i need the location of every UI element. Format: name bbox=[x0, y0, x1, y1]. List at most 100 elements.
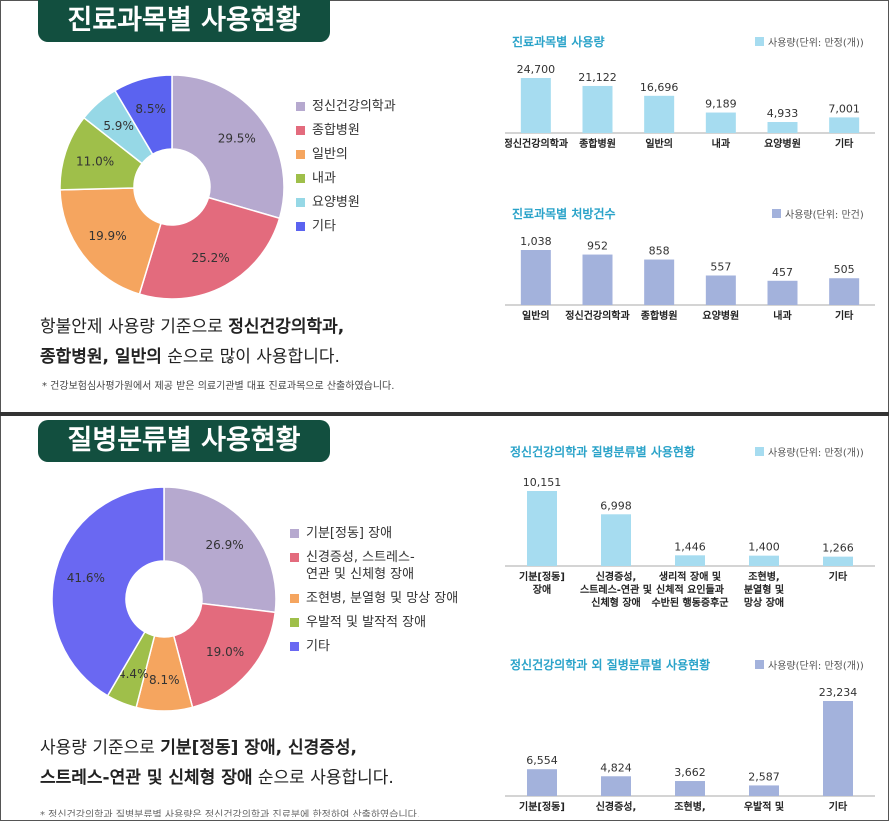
legend-swatch bbox=[296, 126, 305, 135]
bar bbox=[749, 785, 779, 796]
bar-value-label: 9,189 bbox=[705, 98, 737, 111]
bar-category-label: 조현병, bbox=[674, 800, 705, 813]
legend-label: 정신건강의학과 bbox=[312, 99, 396, 114]
legend-item: 종합병원 bbox=[296, 122, 396, 139]
para1-line2-bold: 종합병원, 일반의 bbox=[40, 347, 162, 367]
para2-line1-bold: 기분[정동] 장애, 신경증성, bbox=[160, 738, 357, 758]
legend-label: 내과 bbox=[312, 171, 336, 186]
legend-item: 요양병원 bbox=[296, 194, 396, 211]
bar-chart-non-psychiatry-disease: 6,554 기분[정동] 4,824 신경증성, 3,662 조현병, 2,587 우발적 및… bbox=[505, 686, 875, 813]
bar bbox=[767, 280, 798, 305]
legend-swatch bbox=[290, 618, 299, 627]
bar-value-label: 505 bbox=[834, 263, 855, 276]
legend-item: 내과 bbox=[296, 170, 396, 187]
bar-category-label: 일반의 bbox=[645, 137, 673, 150]
bar-value-label: 6,998 bbox=[600, 499, 632, 512]
bar bbox=[582, 254, 613, 305]
bar-category-label: 기분[정동] bbox=[519, 800, 565, 813]
para2-line2-bold: 스트레스-연관 및 신체형 장애 bbox=[40, 768, 253, 788]
bar-category-label: 분열형 및 bbox=[744, 583, 784, 596]
bar-value-label: 21,122 bbox=[578, 71, 617, 84]
bar1-title: 진료과목별 사용량 bbox=[512, 35, 605, 49]
para2-line2-plain: 순으로 사용합니다. bbox=[252, 768, 394, 788]
bar-value-label: 1,038 bbox=[520, 235, 552, 248]
bar-category-label: 내과 bbox=[712, 137, 731, 150]
bar-value-label: 3,662 bbox=[674, 766, 706, 779]
bar-category-label: 기분[정동] bbox=[519, 570, 565, 583]
para2-line1-plain: 사용량 기준으로 bbox=[40, 738, 161, 758]
bar-category-label: 신체형 장애 bbox=[591, 596, 640, 609]
unit-text: 사용량(단위: 만정(개)) bbox=[768, 38, 864, 49]
bar1-unit-legend: 사용량(단위: 만정(개)) bbox=[755, 34, 864, 49]
pie-slice-label: 29.5% bbox=[218, 131, 256, 145]
bar-category-label: 일반의 bbox=[522, 309, 550, 322]
pie-slice bbox=[163, 487, 277, 614]
legend-label: 우발적 및 발작적 장애 bbox=[306, 615, 427, 630]
pie-slice bbox=[172, 602, 277, 709]
pie-chart-disease: 26.9% 19.0% 8.1%4.4% 41.6% bbox=[52, 487, 277, 712]
bar-value-label: 4,933 bbox=[767, 107, 799, 120]
pie-slice-label: 19.9% bbox=[88, 229, 126, 243]
bar-category-label: 기타 bbox=[829, 800, 848, 813]
bar bbox=[520, 78, 551, 133]
legend-swatch bbox=[290, 642, 299, 651]
legend-swatch bbox=[290, 553, 299, 562]
bar-chart-prescriptions-by-department: 1,038 일반의 952 정신건강의학과 858 종합병원 557 요양병원 457 내과 505… bbox=[505, 235, 875, 322]
bar-category-label: 신체적 요인들과 bbox=[656, 583, 725, 596]
legend-swatch bbox=[290, 594, 299, 603]
bar-value-label: 23,234 bbox=[819, 686, 858, 699]
bar-category-label: 내과 bbox=[773, 309, 792, 322]
bar-category-label: 신경증성, bbox=[596, 800, 637, 813]
unit-swatch bbox=[755, 37, 764, 46]
section-divider bbox=[0, 412, 889, 416]
section2-footnote-cut: * 정신건강의학과 질병분류별 사용량은 정신건강의학과 진료분에 한정하여 산… bbox=[40, 810, 421, 817]
bar-value-label: 952 bbox=[587, 240, 608, 253]
section1-paragraph: 항불안제 사용량 기준으로 정신건강의학과, 종합병원, 일반의 순으로 많이 … bbox=[40, 312, 344, 372]
unit-swatch bbox=[755, 447, 764, 456]
bar2-title: 진료과목별 처방건수 bbox=[512, 207, 616, 221]
bar-value-label: 858 bbox=[649, 245, 670, 258]
bar-value-label: 1,400 bbox=[748, 541, 780, 554]
pie-slice bbox=[52, 487, 165, 697]
bar-category-label: 정신건강의학과 bbox=[565, 309, 630, 322]
para1-line1-bold: 정신건강의학과, bbox=[228, 317, 345, 337]
bar-value-label: 1,266 bbox=[822, 542, 854, 555]
bar4-title: 정신건강의학과 외 질병분류별 사용현황 bbox=[510, 658, 711, 672]
bar-category-label: 신경증성, bbox=[596, 570, 637, 583]
bar-category-label: 장애 bbox=[533, 583, 551, 596]
bar bbox=[705, 112, 736, 133]
legend-label: 일반의 bbox=[312, 147, 348, 162]
bar2-unit-legend: 사용량(단위: 만건) bbox=[772, 206, 864, 221]
bar-value-label: 10,151 bbox=[523, 476, 562, 489]
legend-label: 기분[정동] 장애 bbox=[306, 526, 393, 541]
legend-label: 기타 bbox=[312, 219, 336, 234]
bar bbox=[705, 275, 736, 305]
bar bbox=[823, 701, 853, 796]
legend-swatch bbox=[290, 529, 299, 538]
legend-label: 조현병, 분열형 및 망상 장애 bbox=[306, 591, 459, 606]
bar-value-label: 2,587 bbox=[748, 770, 780, 783]
legend-item: 조현병, 분열형 및 망상 장애 bbox=[290, 590, 458, 607]
bar bbox=[823, 556, 853, 566]
bar-category-label: 종합병원 bbox=[641, 309, 678, 322]
pie-slice-label: 25.2% bbox=[192, 251, 230, 265]
pie-slice-label: 41.6% bbox=[67, 571, 105, 585]
bar-value-label: 4,824 bbox=[600, 761, 632, 774]
bar3-unit-legend: 사용량(단위: 만정(개)) bbox=[755, 444, 864, 459]
legend-item: 기타 bbox=[290, 638, 458, 655]
unit-text: 사용량(단위: 만정(개)) bbox=[768, 661, 864, 672]
bar bbox=[829, 117, 860, 133]
pie-slice bbox=[138, 196, 281, 300]
bar-category-label: 기타 bbox=[835, 137, 854, 150]
bar4-unit-legend: 사용량(단위: 만정(개)) bbox=[755, 657, 864, 672]
bar-category-label: 기타 bbox=[829, 570, 848, 583]
bar-value-label: 557 bbox=[710, 260, 731, 273]
bar bbox=[675, 555, 705, 566]
bar-chart-usage-by-department: 24,700 정신건강의학과 21,122 종합병원 16,696 일반의 9,189 내과 4… bbox=[505, 63, 875, 150]
legend-item: 기타 bbox=[296, 218, 396, 235]
section1-footnote: * 건강보험심사평가원에서 제공 받은 의료기관별 대표 진료과목으로 산출하였… bbox=[42, 381, 395, 392]
bar-category-label: 우발적 및 bbox=[744, 800, 784, 813]
bar bbox=[644, 95, 675, 133]
